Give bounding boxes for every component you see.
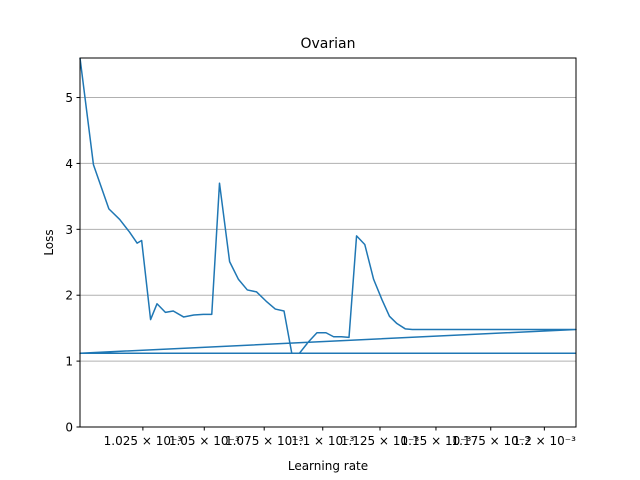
x-tick-label: 1.2 × 10⁻³ xyxy=(513,434,576,448)
loss-line xyxy=(79,57,577,354)
grid-layer xyxy=(80,97,576,428)
x-tick-label: 1.1 × 10⁻³ xyxy=(291,434,354,448)
x-tick-label: 1.175 × 10⁻³ xyxy=(452,434,531,448)
x-tick-label: 1.125 × 10⁻³ xyxy=(341,434,420,448)
x-tick-label: 1.05 × 10⁻³ xyxy=(169,434,240,448)
axes-frame xyxy=(79,57,577,428)
x-tick-label: 1.15 × 10⁻³ xyxy=(401,434,472,448)
tick-layer: 0 1 2 3 4 5 1.025 × 10⁻³1.05 × 10⁻³1.075 × 10⁻… xyxy=(65,91,576,448)
plot-layer xyxy=(79,57,577,354)
y-tick-label: 0 xyxy=(65,421,73,435)
chart-title: Ovarian xyxy=(301,36,356,52)
y-tick-label: 3 xyxy=(65,223,73,237)
x-tick-label: 1.025 × 10⁻³ xyxy=(104,434,183,448)
x-tick-label: 1.075 × 10⁻³ xyxy=(225,434,304,448)
x-axis-label: Learning rate xyxy=(288,459,368,473)
y-tick-label: 1 xyxy=(65,355,73,369)
y-tick-label: 2 xyxy=(65,289,73,303)
y-tick-label: 5 xyxy=(65,91,73,105)
y-tick-label: 4 xyxy=(65,157,73,171)
y-axis-label: Loss xyxy=(42,229,56,255)
